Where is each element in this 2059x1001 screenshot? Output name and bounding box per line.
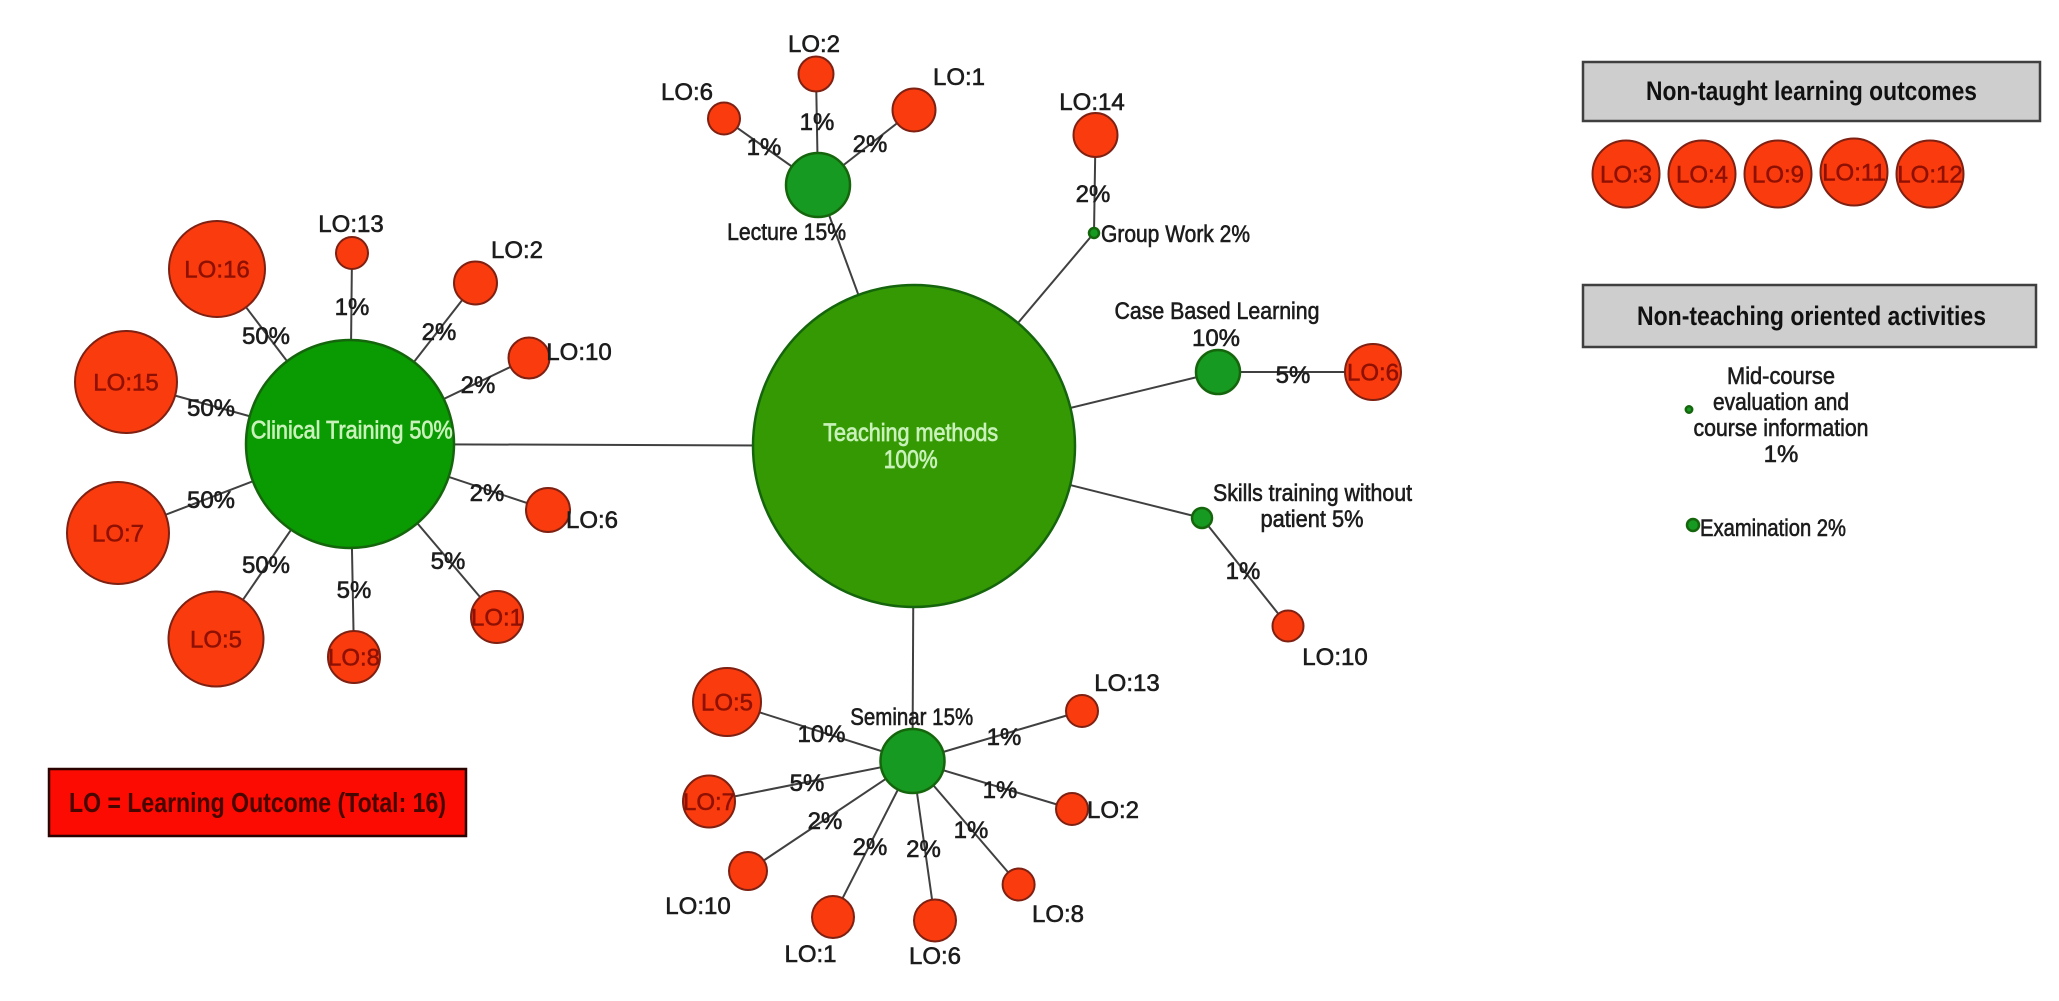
- svg-text:LO:2: LO:2: [491, 237, 543, 264]
- svg-text:LO:14: LO:14: [1059, 89, 1124, 116]
- svg-text:LO:1: LO:1: [933, 64, 985, 91]
- svg-text:LO:12: LO:12: [1897, 162, 1962, 189]
- svg-text:Group Work 2%: Group Work 2%: [1101, 221, 1250, 248]
- svg-text:LO:11: LO:11: [1822, 160, 1886, 187]
- svg-text:2%: 2%: [853, 131, 888, 158]
- svg-text:LO:6: LO:6: [566, 507, 618, 534]
- svg-text:LO:1: LO:1: [471, 605, 523, 632]
- svg-text:50%: 50%: [242, 323, 290, 350]
- svg-text:LO:2: LO:2: [1087, 797, 1139, 824]
- svg-text:2%: 2%: [470, 480, 505, 507]
- svg-text:Non-taught learning outcomes: Non-taught learning outcomes: [1646, 76, 1977, 106]
- svg-text:LO:13: LO:13: [1094, 670, 1159, 697]
- svg-text:1%: 1%: [983, 777, 1018, 804]
- svg-text:1%: 1%: [987, 724, 1022, 751]
- svg-text:1%: 1%: [954, 817, 989, 844]
- svg-text:50%: 50%: [242, 552, 290, 579]
- svg-text:course information: course information: [1694, 415, 1869, 442]
- svg-text:patient 5%: patient 5%: [1261, 506, 1364, 533]
- svg-text:LO:6: LO:6: [661, 79, 713, 106]
- svg-text:LO:9: LO:9: [1752, 162, 1804, 189]
- svg-text:1%: 1%: [1226, 558, 1261, 585]
- svg-text:LO:5: LO:5: [190, 627, 242, 654]
- svg-text:10%: 10%: [797, 721, 845, 748]
- svg-text:LO:15: LO:15: [93, 370, 158, 397]
- svg-text:10%: 10%: [1192, 325, 1240, 352]
- svg-text:LO:13: LO:13: [318, 211, 383, 238]
- svg-text:5%: 5%: [790, 770, 825, 797]
- svg-text:LO:10: LO:10: [1302, 644, 1367, 671]
- svg-text:1%: 1%: [800, 109, 835, 136]
- svg-text:LO:4: LO:4: [1676, 162, 1728, 189]
- svg-text:LO:10: LO:10: [665, 893, 730, 920]
- svg-text:Lecture 15%: Lecture 15%: [727, 219, 846, 246]
- svg-text:LO:7: LO:7: [92, 521, 144, 548]
- svg-text:LO = Learning Outcome (Total:: LO = Learning Outcome (Total: 16): [69, 787, 446, 818]
- svg-text:Case Based Learning: Case Based Learning: [1115, 298, 1320, 325]
- svg-text:2%: 2%: [422, 319, 457, 346]
- svg-text:1%: 1%: [747, 134, 782, 161]
- svg-text:Examination 2%: Examination 2%: [1700, 515, 1846, 542]
- svg-text:evaluation and: evaluation and: [1713, 389, 1849, 416]
- svg-text:LO:8: LO:8: [1032, 901, 1084, 928]
- svg-text:1%: 1%: [1764, 441, 1799, 468]
- svg-text:Skills training without: Skills training without: [1213, 480, 1412, 507]
- svg-text:2%: 2%: [853, 834, 888, 861]
- svg-text:100%: 100%: [884, 446, 938, 474]
- svg-text:Non-teaching oriented activiti: Non-teaching oriented activities: [1637, 301, 1986, 331]
- svg-text:LO:1: LO:1: [784, 941, 836, 968]
- svg-text:2%: 2%: [808, 808, 843, 835]
- svg-text:50%: 50%: [187, 395, 235, 422]
- svg-text:LO:7: LO:7: [683, 789, 735, 816]
- svg-text:2%: 2%: [461, 372, 496, 399]
- svg-text:Clinical Training 50%: Clinical Training 50%: [251, 417, 453, 445]
- svg-text:LO:3: LO:3: [1600, 162, 1652, 189]
- svg-text:Teaching methods: Teaching methods: [823, 419, 998, 447]
- svg-text:LO:2: LO:2: [788, 31, 840, 58]
- svg-text:LO:6: LO:6: [909, 943, 961, 970]
- svg-text:5%: 5%: [337, 577, 372, 604]
- svg-text:LO:10: LO:10: [546, 339, 611, 366]
- svg-text:LO:6: LO:6: [1347, 360, 1399, 387]
- svg-text:2%: 2%: [1076, 181, 1111, 208]
- svg-text:Seminar 15%: Seminar 15%: [850, 704, 973, 731]
- svg-text:5%: 5%: [1276, 362, 1311, 389]
- svg-text:2%: 2%: [906, 836, 941, 863]
- svg-text:1%: 1%: [335, 294, 370, 321]
- svg-text:5%: 5%: [431, 548, 466, 575]
- svg-text:LO:8: LO:8: [328, 645, 380, 672]
- svg-text:50%: 50%: [187, 487, 235, 514]
- svg-text:LO:5: LO:5: [701, 690, 753, 717]
- svg-text:LO:16: LO:16: [184, 257, 249, 284]
- svg-text:Mid-course: Mid-course: [1727, 363, 1835, 390]
